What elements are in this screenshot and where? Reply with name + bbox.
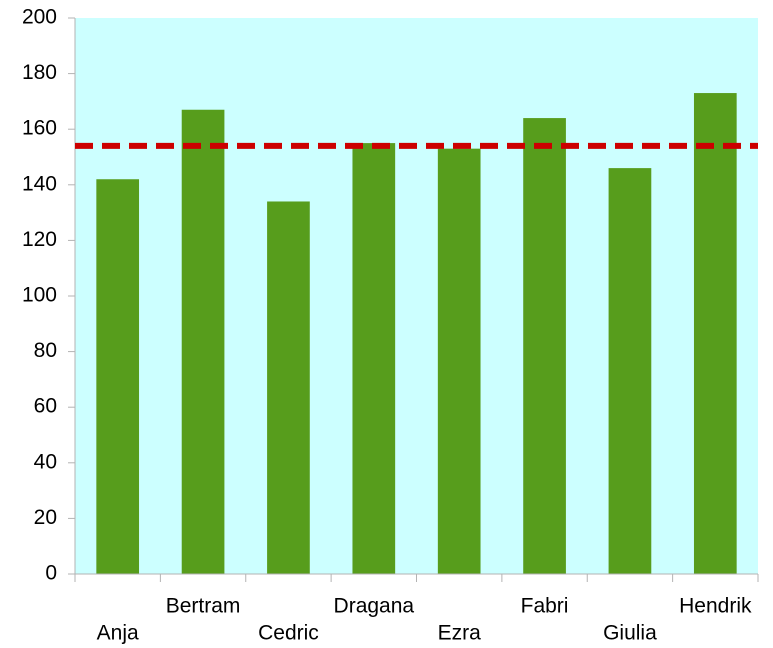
y-tick-label: 160 bbox=[22, 117, 57, 140]
y-tick-label: 80 bbox=[34, 339, 57, 362]
y-tick-label: 20 bbox=[34, 506, 57, 529]
x-tick-label: Hendrik bbox=[679, 595, 752, 618]
x-tick-label: Giulia bbox=[603, 622, 657, 645]
plot-area bbox=[75, 18, 758, 574]
y-tick-label: 40 bbox=[34, 450, 57, 473]
bar bbox=[693, 93, 737, 574]
bar bbox=[437, 148, 481, 574]
bar bbox=[523, 118, 566, 574]
bar bbox=[181, 109, 225, 575]
y-tick-label: 100 bbox=[22, 284, 57, 307]
y-tick-label: 0 bbox=[45, 562, 57, 585]
x-tick-label: Bertram bbox=[166, 595, 241, 618]
y-tick-label: 120 bbox=[22, 228, 57, 251]
x-tick-label: Fabri bbox=[521, 595, 569, 618]
y-tick-label: 180 bbox=[22, 61, 57, 84]
y-tick-label: 200 bbox=[22, 6, 57, 29]
x-tick-label: Anja bbox=[97, 622, 139, 645]
bar bbox=[608, 168, 652, 574]
bar bbox=[352, 143, 396, 574]
y-tick-label: 60 bbox=[34, 395, 57, 418]
x-tick-label: Cedric bbox=[258, 622, 319, 645]
bar bbox=[267, 201, 310, 575]
x-tick-label: Dragana bbox=[334, 595, 415, 618]
y-tick-label: 140 bbox=[22, 172, 57, 195]
x-tick-label: Ezra bbox=[438, 622, 482, 645]
bar bbox=[96, 179, 140, 575]
